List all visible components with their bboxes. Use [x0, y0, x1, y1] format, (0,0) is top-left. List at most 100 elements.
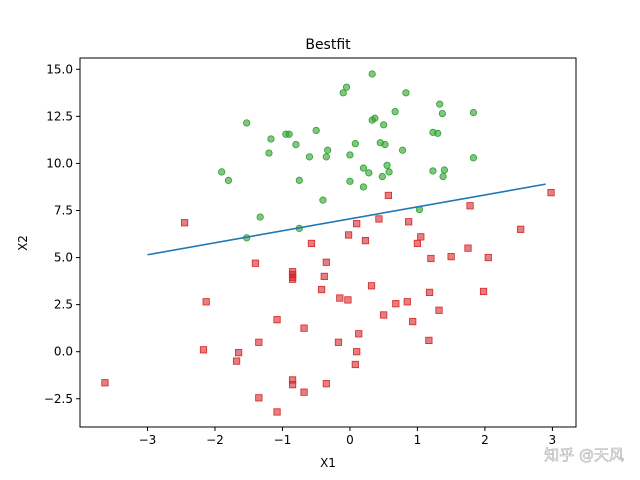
- data-point-square: [288, 381, 297, 389]
- y-tick-label: 2.5: [54, 298, 73, 312]
- data-point-square: [375, 215, 383, 223]
- data-point-square: [409, 317, 417, 326]
- data-point-square: [353, 220, 361, 228]
- data-point-circle: [295, 176, 303, 184]
- data-point-square: [380, 311, 388, 319]
- data-point-square: [417, 233, 425, 241]
- data-point-square: [355, 330, 363, 338]
- data-point-circle: [429, 167, 437, 175]
- data-point-circle: [256, 213, 264, 221]
- data-point-square: [427, 254, 435, 263]
- data-point-square: [361, 237, 370, 245]
- data-point-square: [322, 258, 330, 266]
- data-point-circle: [292, 141, 300, 149]
- data-point-square: [300, 388, 308, 396]
- data-point-square: [351, 360, 359, 369]
- y-tick-label: 5.0: [54, 251, 73, 265]
- data-point-square: [273, 408, 281, 416]
- plot-area: [101, 70, 555, 416]
- y-tick-label: 12.5: [46, 109, 73, 123]
- data-point-square: [202, 298, 210, 306]
- data-point-circle: [436, 100, 444, 108]
- data-point-circle: [312, 126, 320, 135]
- data-point-square: [344, 231, 353, 239]
- x-axis-label: X1: [320, 456, 336, 470]
- data-point-square: [425, 336, 433, 344]
- data-point-circle: [224, 176, 233, 184]
- data-point-circle: [324, 146, 332, 154]
- data-point-square: [322, 380, 330, 388]
- data-point-circle: [385, 168, 393, 176]
- x-tick-label: 2: [481, 433, 489, 447]
- data-point-square: [251, 259, 260, 267]
- data-point-square: [384, 191, 392, 200]
- data-point-circle: [243, 119, 251, 127]
- data-point-square: [517, 225, 525, 233]
- x-tick-label: −1: [274, 433, 292, 447]
- data-point-circle: [469, 108, 478, 117]
- data-point-circle: [342, 83, 351, 91]
- x-axis: −3 −2 −1 0 1 2 3: [139, 427, 557, 447]
- x-tick-label: −2: [206, 433, 224, 447]
- data-point-square: [317, 285, 326, 294]
- data-point-square: [464, 244, 472, 252]
- best-fit-line: [147, 183, 546, 256]
- data-point-circle: [469, 154, 478, 162]
- data-point-circle: [322, 153, 330, 161]
- data-point-square: [199, 346, 208, 354]
- data-point-square: [435, 306, 443, 314]
- data-point-square: [334, 338, 343, 346]
- data-point-square: [447, 253, 455, 261]
- data-point-circle: [346, 151, 354, 159]
- data-point-square: [547, 189, 555, 197]
- data-point-circle: [218, 168, 226, 176]
- data-point-circle: [402, 89, 410, 97]
- data-point-square: [405, 218, 413, 226]
- data-point-square: [255, 338, 263, 346]
- x-tick-label: −3: [139, 433, 157, 447]
- data-point-square: [479, 287, 488, 296]
- x-tick-label: 1: [414, 433, 422, 447]
- data-point-square: [232, 357, 241, 365]
- data-point-square: [101, 379, 109, 387]
- data-point-circle: [381, 141, 389, 149]
- y-axis-label: X2: [16, 235, 30, 251]
- data-point-circle: [351, 140, 359, 148]
- y-tick-label: 0.0: [54, 345, 73, 359]
- data-point-square: [320, 272, 328, 280]
- data-point-circle: [368, 70, 376, 78]
- data-point-square: [180, 219, 189, 227]
- data-point-circle: [383, 161, 391, 169]
- data-point-square: [273, 316, 281, 324]
- watermark: 知乎 @天风: [544, 446, 624, 464]
- data-point-circle: [434, 129, 442, 137]
- data-point-circle: [267, 135, 275, 143]
- data-point-square: [234, 349, 243, 357]
- x-tick-label: 0: [346, 433, 354, 447]
- x-tick-label: 3: [549, 433, 557, 447]
- data-point-circle: [440, 166, 449, 174]
- y-tick-label: 15.0: [46, 62, 73, 76]
- data-point-circle: [438, 109, 446, 118]
- y-tick-label: 10.0: [46, 156, 73, 170]
- data-point-square: [300, 324, 308, 332]
- data-point-circle: [439, 173, 447, 181]
- data-point-circle: [319, 196, 327, 204]
- data-point-square: [367, 282, 376, 290]
- data-point-square: [425, 288, 434, 296]
- data-point-square: [336, 294, 344, 302]
- data-point-circle: [305, 153, 314, 161]
- data-point-square: [344, 296, 352, 304]
- y-tick-label: 7.5: [54, 203, 73, 217]
- data-point-square: [413, 239, 422, 248]
- data-point-circle: [282, 130, 290, 138]
- data-point-square: [484, 253, 492, 262]
- data-point-square: [403, 298, 411, 306]
- data-point-circle: [368, 116, 376, 124]
- data-point-circle: [339, 89, 347, 97]
- data-point-square: [288, 275, 297, 283]
- data-point-circle: [346, 177, 354, 185]
- data-point-square: [466, 202, 474, 210]
- axes-frame: [79, 57, 577, 428]
